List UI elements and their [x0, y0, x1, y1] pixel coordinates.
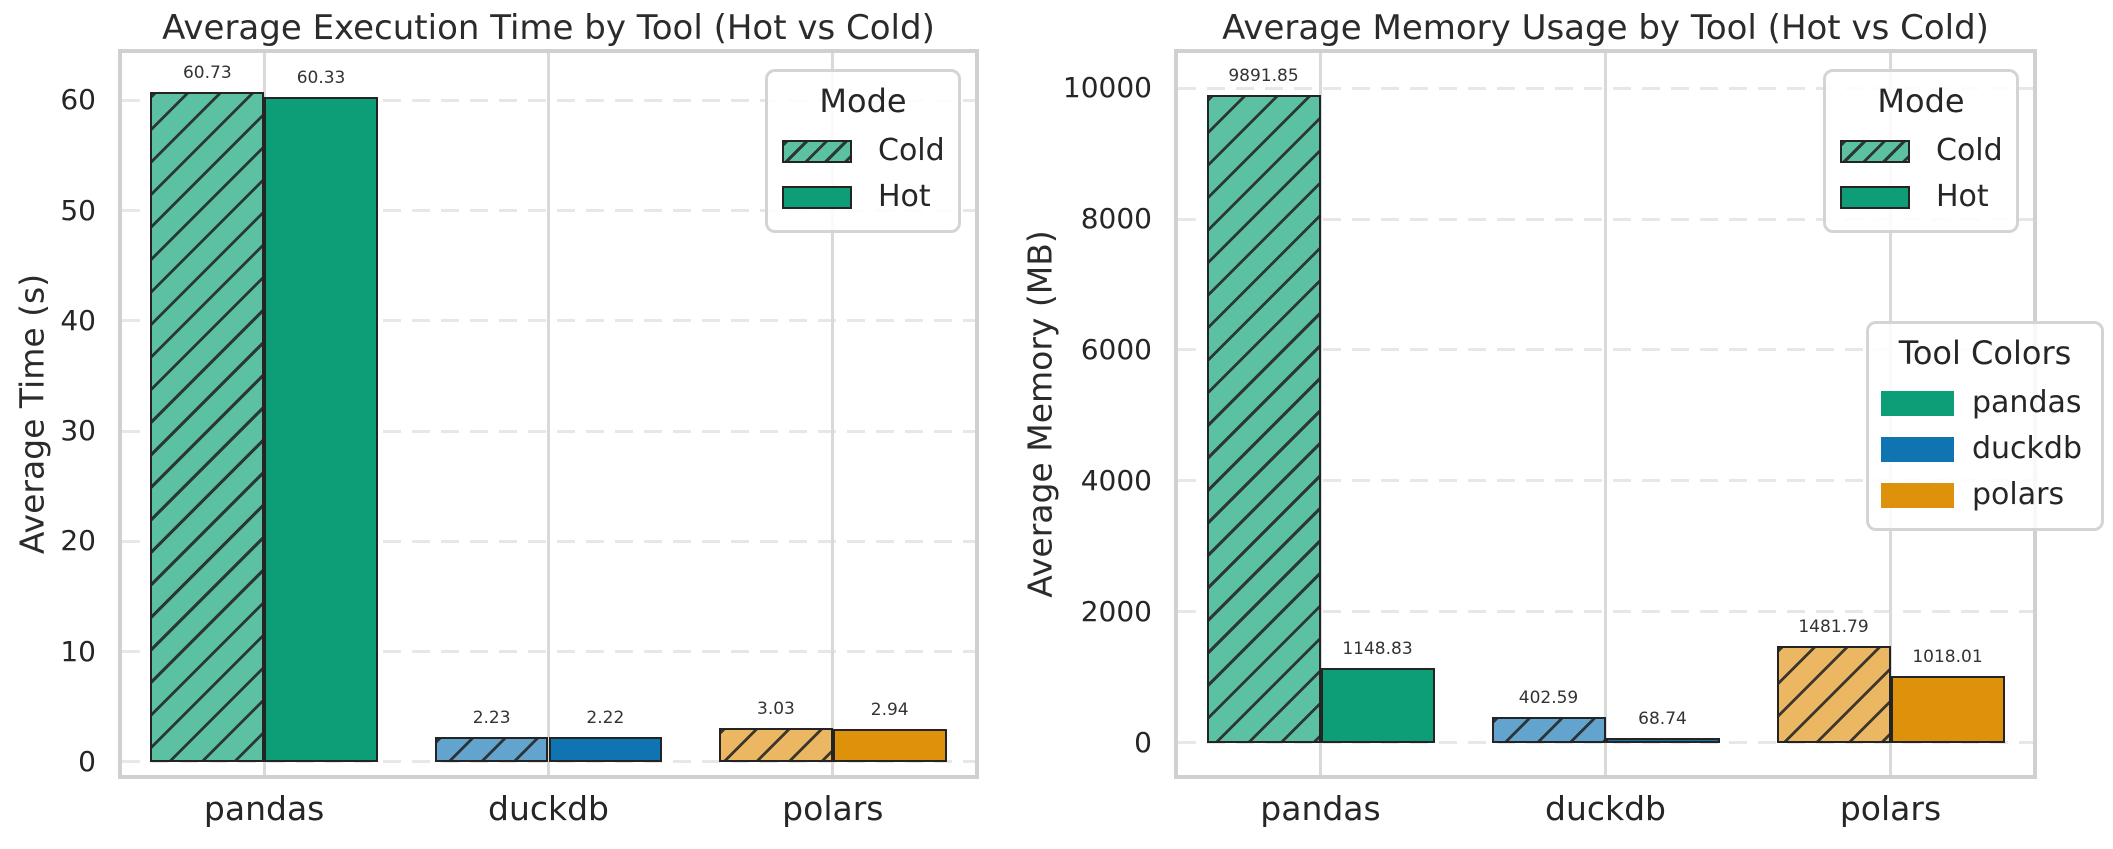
chart-title: Average Memory Usage by Tool (Hot vs Col…	[1222, 8, 1989, 48]
y-tick-label: 4000	[1080, 463, 1152, 497]
hot-swatch	[782, 185, 852, 209]
legend-title: Tool Colors	[1898, 334, 2072, 372]
bar-value-label: 1481.79	[1798, 616, 1869, 637]
y-tick-label: 10000	[1062, 71, 1152, 105]
v-gridline	[1604, 53, 1607, 775]
bar-value-label: 68.74	[1638, 709, 1687, 730]
cold-swatch	[782, 139, 852, 163]
duckdb-swatch	[1881, 436, 1954, 462]
y-tick-label: 10	[60, 634, 96, 668]
y-tick-label: 60	[60, 83, 96, 117]
mode-legend: Mode Cold Hot	[1823, 69, 2019, 233]
bar-duckdb-cold	[434, 737, 549, 762]
v-gridline	[831, 53, 835, 775]
bar-duckdb-cold	[1491, 716, 1606, 743]
hot-swatch	[1840, 185, 1910, 209]
legend-entry-cold: Cold	[768, 134, 958, 168]
legend-label: Hot	[1936, 179, 1989, 214]
bar-polars-cold	[719, 728, 833, 762]
legend-entry-duckdb: duckdb	[1869, 432, 2101, 466]
legend-label: Cold	[878, 133, 945, 168]
bar-value-label: 402.59	[1518, 687, 1579, 708]
legend-entry-polars: polars	[1869, 478, 2101, 512]
x-tick-label: pandas	[1260, 789, 1381, 828]
legend-label: Hot	[878, 179, 931, 214]
x-tick-label: polars	[1839, 789, 1942, 828]
polars-swatch	[1881, 482, 1954, 508]
bar-value-label: 2.94	[870, 700, 909, 721]
memory-usage-chart: Average Memory Usage by Tool (Hot vs Col…	[1000, 0, 2113, 849]
bar-value-label: 1018.01	[1912, 647, 1983, 668]
y-tick-label: 40	[60, 303, 96, 337]
bar-value-label: 3.03	[757, 699, 795, 720]
x-tick-label: duckdb	[487, 789, 610, 828]
legend-title: Mode	[1877, 82, 1965, 120]
mode-legend: Mode Cold Hot	[765, 69, 961, 233]
y-axis-label: Average Memory (MB)	[1020, 230, 1060, 598]
bar-value-label: 2.23	[472, 708, 511, 729]
bar-duckdb-hot	[1605, 738, 1720, 743]
chart-title: Average Execution Time by Tool (Hot vs C…	[162, 8, 935, 48]
legend-title: Mode	[819, 82, 907, 120]
bar-pandas-cold	[150, 92, 265, 762]
execution-time-chart: Average Execution Time by Tool (Hot vs C…	[0, 0, 1056, 849]
legend-label: Cold	[1936, 133, 2003, 168]
bar-polars-hot	[832, 729, 947, 762]
plot-area: Mode Cold Hot 60.73 60.33 2.23 2.22 3.03 2.94	[118, 49, 979, 779]
x-tick-label: duckdb	[1544, 789, 1667, 828]
bar-value-label: 2.22	[586, 708, 625, 729]
y-tick-label: 2000	[1080, 594, 1152, 628]
bar-duckdb-hot	[548, 737, 663, 762]
bar-value-label: 9891.85	[1228, 66, 1299, 87]
tool-colors-legend: Tool Colors pandas duckdb polars	[1866, 321, 2104, 531]
y-tick-label: 0	[1134, 725, 1152, 759]
legend-label: duckdb	[1972, 431, 2083, 466]
x-tick-label: polars	[782, 789, 884, 828]
bar-pandas-hot	[1320, 667, 1435, 743]
cold-swatch	[1840, 139, 1910, 163]
y-tick-label: 30	[60, 414, 96, 448]
y-tick-label: 0	[78, 744, 96, 778]
bar-value-label: 1148.83	[1342, 638, 1413, 659]
y-tick-label: 20	[60, 524, 96, 558]
y-tick-label: 8000	[1080, 202, 1152, 235]
bar-pandas-hot	[264, 96, 378, 762]
y-tick-label: 6000	[1080, 332, 1152, 366]
plot-area: Mode Cold Hot Tool Colors pandas	[1174, 49, 2104, 779]
v-gridline	[547, 53, 550, 775]
bar-polars-cold	[1776, 645, 1891, 743]
legend-entry-pandas: pandas	[1869, 386, 2101, 420]
bar-pandas-cold	[1206, 95, 1321, 743]
legend-entry-cold: Cold	[1826, 134, 2016, 168]
bar-value-label: 60.33	[296, 67, 346, 88]
y-tick-label: 50	[60, 193, 96, 227]
bar-value-label: 60.73	[182, 63, 232, 84]
legend-entry-hot: Hot	[768, 180, 958, 214]
v-gridline	[1319, 53, 1322, 775]
x-tick-label: pandas	[203, 789, 325, 828]
legend-label: pandas	[1972, 385, 2082, 420]
bar-polars-hot	[1890, 676, 2005, 743]
pandas-swatch	[1881, 390, 1954, 416]
legend-label: polars	[1972, 477, 2065, 512]
legend-entry-hot: Hot	[1826, 180, 2016, 214]
